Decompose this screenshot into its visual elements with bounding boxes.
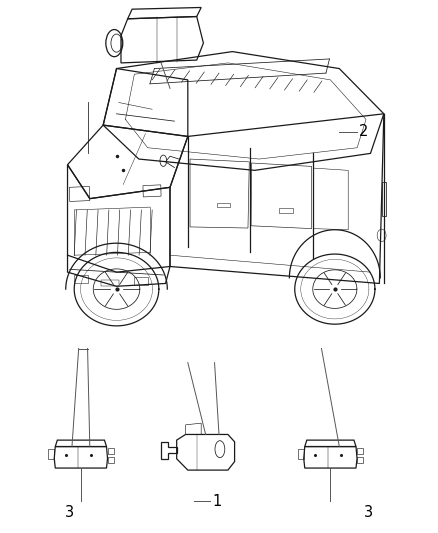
Bar xyxy=(101,279,119,286)
Bar xyxy=(217,203,230,207)
Text: 1: 1 xyxy=(212,494,222,508)
Bar xyxy=(108,448,114,454)
Text: 2: 2 xyxy=(359,124,369,140)
Text: 3: 3 xyxy=(364,505,373,520)
Bar xyxy=(69,187,90,201)
Bar xyxy=(108,457,114,463)
Bar xyxy=(357,448,363,454)
Bar xyxy=(134,277,148,285)
Bar xyxy=(143,185,161,197)
Bar xyxy=(357,457,363,463)
Bar xyxy=(279,208,293,213)
Bar xyxy=(48,449,54,459)
Bar xyxy=(297,449,304,459)
Bar xyxy=(74,275,88,284)
Bar xyxy=(381,182,386,216)
Text: 3: 3 xyxy=(65,505,74,520)
